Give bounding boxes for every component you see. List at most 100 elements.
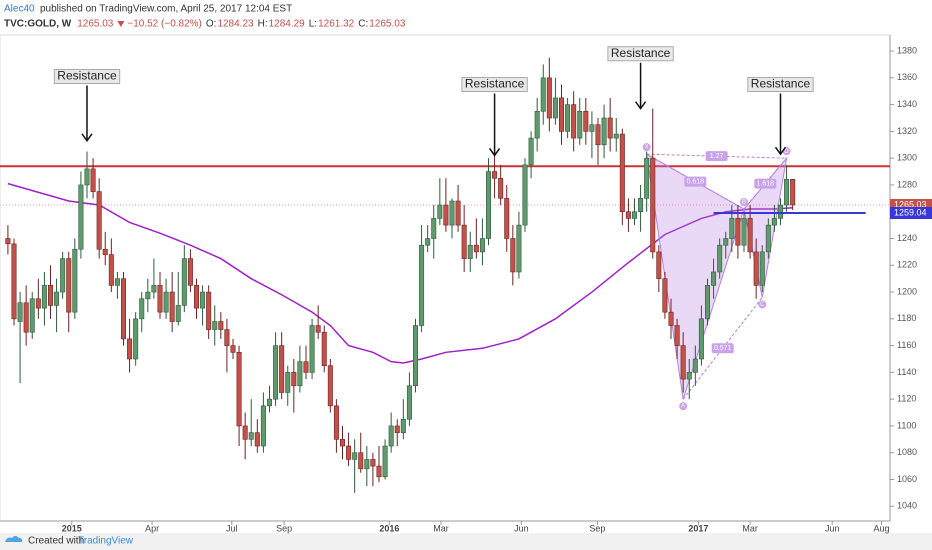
candle-body xyxy=(492,171,498,179)
y-tick-label: 1200 xyxy=(897,286,917,296)
candle-body xyxy=(771,218,777,226)
candle-body xyxy=(266,398,272,407)
candle-body xyxy=(546,77,552,119)
candle-body xyxy=(589,124,595,132)
pattern-point xyxy=(739,198,748,207)
candle-body xyxy=(431,218,437,239)
annotation-box xyxy=(53,69,121,85)
pattern-ratio: 0.571 xyxy=(714,345,732,352)
candle-body xyxy=(631,211,637,219)
candle-body xyxy=(662,278,668,313)
candle-body xyxy=(522,164,528,226)
candle-body xyxy=(455,200,461,226)
candle-body xyxy=(181,258,187,306)
candle-body xyxy=(157,285,163,313)
pattern-ratio-box xyxy=(711,343,734,354)
pattern-ratio: 0.618 xyxy=(687,178,705,185)
header: Alec40 published on TradingView.com, Apr… xyxy=(4,4,292,30)
x-tick-label: Aug xyxy=(873,523,889,533)
candle-body xyxy=(473,244,479,253)
candle-body xyxy=(236,352,242,427)
candle-body xyxy=(510,238,516,273)
x-tick-label: 2016 xyxy=(379,523,399,533)
candle-body xyxy=(777,204,783,219)
candle-body xyxy=(388,425,394,447)
ohlc-label: H: xyxy=(258,19,268,30)
annotation-arrowhead xyxy=(634,101,647,110)
candle-body xyxy=(47,285,53,306)
annotation-box xyxy=(461,77,528,93)
candle-body xyxy=(200,291,206,309)
candle-body xyxy=(516,224,522,273)
candle-body xyxy=(206,291,212,330)
candle-body xyxy=(248,432,254,440)
candle-body xyxy=(339,439,345,447)
candle-body xyxy=(224,329,230,346)
candle-body xyxy=(765,224,771,253)
annotation-box xyxy=(747,77,814,93)
candle-body xyxy=(437,204,443,219)
annotation-box xyxy=(607,46,674,62)
annotation: Resistance xyxy=(465,77,525,91)
candle-body xyxy=(607,117,613,139)
candle-body xyxy=(193,285,199,309)
author[interactable]: Alec40 xyxy=(4,4,35,15)
candle-body xyxy=(327,365,333,407)
pattern-point-label: A xyxy=(681,404,685,410)
candle-body xyxy=(5,238,11,245)
annotation: Resistance xyxy=(57,69,117,83)
y-tick-label: 1280 xyxy=(897,179,917,189)
moving-average xyxy=(7,182,793,364)
x-tick-label: 2015 xyxy=(62,523,82,533)
candle-body xyxy=(364,459,370,470)
candle-body xyxy=(218,321,224,330)
candle-body xyxy=(461,224,467,259)
candle-body xyxy=(735,218,741,246)
pattern-point xyxy=(642,143,651,152)
candle-body xyxy=(29,298,35,333)
candle-body xyxy=(254,432,260,447)
candle-body xyxy=(346,445,352,460)
pattern-ratio-box xyxy=(684,176,707,187)
last-price: 1265.03 xyxy=(77,19,114,30)
published: published on TradingView.com, April 25, … xyxy=(40,4,292,15)
candle-body xyxy=(729,218,735,239)
x-tick-label: 2017 xyxy=(688,523,708,533)
annotation-arrowhead xyxy=(81,133,93,143)
ohlc-label: L: xyxy=(309,19,317,30)
candle-body xyxy=(151,285,157,293)
pattern-ratio-line xyxy=(682,297,763,400)
footer-created: Created with xyxy=(28,536,84,547)
logo xyxy=(5,536,23,542)
candle-body xyxy=(321,331,327,366)
candle-body xyxy=(412,325,418,387)
candle-body xyxy=(443,204,449,226)
candle-body xyxy=(133,318,139,360)
candle-body xyxy=(315,325,321,333)
annotation-arrowhead xyxy=(488,148,501,157)
x-tick-label: Mar xyxy=(742,523,758,533)
pattern-point-label: C xyxy=(760,302,765,308)
candle-body xyxy=(120,278,126,340)
support-tag: 1259.04 xyxy=(894,207,927,217)
footer-brand[interactable]: TradingView xyxy=(78,536,134,547)
change: −10.52 (−0.82%) xyxy=(127,19,202,30)
candle-body xyxy=(145,291,151,300)
candle-body xyxy=(78,184,84,250)
y-tick-label: 1100 xyxy=(897,420,916,430)
x-tick-label: Apr xyxy=(145,523,159,533)
candle-body xyxy=(711,271,717,286)
candle-body xyxy=(108,254,114,286)
candle-body xyxy=(376,465,382,478)
candle-body xyxy=(41,285,47,309)
candle-body xyxy=(498,177,504,199)
y-tick-label: 1060 xyxy=(897,474,917,484)
candle-body xyxy=(35,298,41,309)
candle-body xyxy=(406,385,412,420)
candle-body xyxy=(425,238,431,246)
candle-body xyxy=(686,372,692,380)
candle-body xyxy=(656,251,662,279)
candle-body xyxy=(139,298,145,320)
candle-body xyxy=(680,345,686,380)
